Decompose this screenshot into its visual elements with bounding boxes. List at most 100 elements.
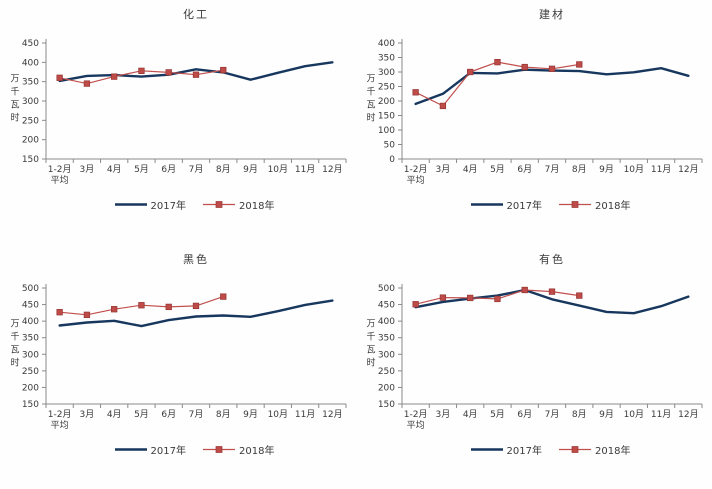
legend-line-2018-icon [203,201,235,208]
y-tick-label: 0 [389,155,395,165]
x-tick-label: 8月 [216,164,231,175]
x-tick-label: 3月 [80,164,95,175]
x-tick-label: 平均 [51,419,69,431]
y-tick-label: 350 [378,334,395,344]
legend-item-2017: 2017年 [114,197,186,212]
data-point-marker [494,295,501,303]
x-tick-label: 6月 [161,409,176,420]
y-tick-label: 450 [378,301,395,311]
x-tick-label: 4月 [463,164,478,175]
data-point-marker [56,74,63,81]
data-point-marker [220,66,227,74]
x-tick-label: 平均 [407,419,425,431]
chart-cell-building-materials: 建材 0 50 100 150 200 250 300 350 400 1-2月 平均 3月 4月 5月 6… [356,0,712,245]
x-tick-label: 12月 [322,164,342,175]
data-point-marker [548,65,556,72]
y-tick-label: 150 [22,155,39,165]
y-tick-label: 100 [378,126,395,136]
chart-cell-chemical: 化工 150 200 250 300 350 400 450 1-2月 平均 3月 4月 5月 6月 7月… [0,0,356,245]
legend-label-2017: 2017年 [150,201,186,212]
data-point-marker [467,294,474,302]
x-tick-label: 9月 [599,164,614,175]
chart-legend: 2017年 2018年 [356,442,712,457]
y-tick-label: 400 [378,39,395,49]
y-axis-title: 瓦 [366,100,375,111]
x-tick-label: 1-2月 [404,164,428,175]
data-point-marker [56,309,63,316]
chart-cell-ferrous: 黑色 150 200 250 300 350 400 450 500 1-2月 平均 3月 4月 5月 6… [0,245,356,489]
x-tick-label: 12月 [678,164,698,175]
y-axis-title: 瓦 [10,100,19,111]
data-point-marker [138,67,145,74]
x-tick-label: 10月 [268,409,288,420]
y-tick-label: 400 [22,58,39,68]
legend-line-2017-icon [114,203,147,206]
data-point-marker [439,294,447,301]
y-tick-label: 50 [384,141,396,151]
y-tick-label: 450 [22,301,39,311]
data-point-marker [192,302,200,310]
y-tick-label: 350 [22,334,39,344]
y-axis-title: 千 [10,332,19,343]
data-point-marker [138,302,145,309]
x-tick-label: 5月 [134,164,149,175]
x-tick-label: 6月 [161,164,176,175]
data-point-marker [412,301,419,308]
y-axis-title: 千 [366,87,375,98]
data-point-marker [83,311,91,318]
legend-item-2018: 2018年 [558,442,630,457]
y-tick-label: 300 [22,350,39,360]
x-tick-label: 9月 [599,409,614,420]
series-line-2017年 [58,61,334,83]
legend-label-2018: 2018年 [595,446,631,457]
legend-label-2018: 2018年 [239,446,275,457]
data-point-marker [111,306,118,313]
y-tick-label: 350 [378,54,395,64]
x-tick-label: 10月 [624,409,644,420]
data-point-marker [220,293,227,300]
y-axis-title: 时 [10,112,19,124]
data-point-marker [111,73,118,80]
chart-title: 黑色 [183,253,209,266]
legend-line-2018-icon [559,201,591,208]
chart-title: 化工 [183,8,209,21]
x-tick-label: 1-2月 [48,164,72,175]
x-tick-label: 5月 [490,409,505,420]
y-tick-label: 150 [378,112,395,122]
y-tick-label: 350 [22,78,39,88]
legend-item-2017: 2017年 [470,442,542,457]
x-tick-label: 平均 [51,174,69,186]
y-tick-label: 450 [22,39,39,49]
x-tick-label: 11月 [651,164,671,175]
data-point-marker [521,286,528,294]
y-axis-title: 瓦 [10,345,19,356]
x-tick-label: 3月 [436,409,451,420]
y-axis-title: 时 [10,357,19,369]
x-tick-label: 7月 [545,164,560,175]
x-tick-label: 6月 [517,164,532,175]
legend-label-2018: 2018年 [595,201,631,212]
y-tick-label: 150 [378,400,395,410]
x-tick-label: 11月 [651,409,671,420]
y-axis-title: 千 [10,87,19,98]
legend-label-2018: 2018年 [239,201,275,212]
chart-legend: 2017年 2018年 [0,442,356,457]
y-axis-title: 万 [10,320,19,330]
x-tick-label: 3月 [80,409,95,420]
series-line-2017年 [414,288,690,315]
data-point-marker [548,288,556,295]
data-point-marker [412,89,419,96]
y-tick-label: 250 [378,367,395,377]
x-tick-label: 5月 [490,164,505,175]
x-tick-label: 7月 [189,409,204,420]
y-tick-label: 500 [22,284,39,294]
legend-item-2018: 2018年 [558,197,630,212]
y-axis-title: 千 [366,332,375,343]
x-tick-label: 10月 [624,164,644,175]
legend-line-2017-icon [114,448,147,451]
x-tick-label: 1-2月 [48,409,72,420]
chart-legend: 2017年 2018年 [0,197,356,212]
x-tick-label: 10月 [268,164,288,175]
